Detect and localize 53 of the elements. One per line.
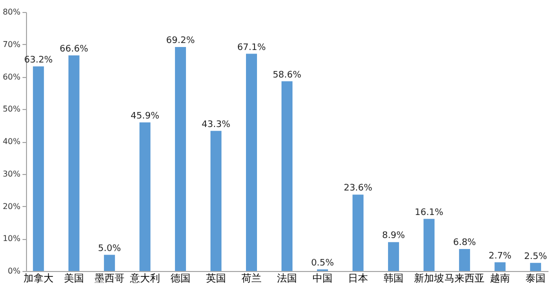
data-label: 16.1% xyxy=(414,208,444,218)
bar xyxy=(530,262,542,271)
bar xyxy=(246,54,257,271)
x-tick-label: 日本 xyxy=(348,272,368,284)
data-label: 23.6% xyxy=(344,184,373,194)
data-label: 58.6% xyxy=(272,70,302,80)
x-tick-label: 意大利 xyxy=(128,272,160,284)
bar xyxy=(210,130,222,271)
y-tick-label: 80% xyxy=(2,8,21,16)
data-label: 2.5% xyxy=(524,252,548,262)
data-label: 63.2% xyxy=(24,55,54,66)
x-tick-label: 新加坡 xyxy=(414,272,444,284)
bar xyxy=(174,46,186,271)
y-tick-label: 20% xyxy=(2,202,21,211)
data-label: 67.1% xyxy=(237,42,266,53)
bar xyxy=(388,242,400,271)
y-tick-label: 10% xyxy=(2,234,21,244)
bar xyxy=(282,81,292,271)
y-tick-label: 30% xyxy=(2,169,21,178)
x-tick-label: 越南 xyxy=(490,272,510,284)
data-label: 45.9% xyxy=(130,111,160,122)
bar xyxy=(424,218,435,271)
bar xyxy=(104,254,115,271)
x-tick-label: 马来西亚 xyxy=(444,272,485,284)
bar xyxy=(494,262,506,271)
data-label: 43.3% xyxy=(202,120,231,130)
x-tick-label: 德国 xyxy=(170,274,190,284)
bar xyxy=(459,248,470,271)
data-label: 5.0% xyxy=(98,244,122,254)
y-tick-label: 50% xyxy=(2,104,21,114)
x-tick-label: 美国 xyxy=(64,272,84,284)
data-label: 8.9% xyxy=(382,231,406,242)
x-tick-label: 加拿大 xyxy=(23,272,54,284)
data-label: 0.5% xyxy=(311,258,334,268)
x-tick-label: 英国 xyxy=(206,272,226,284)
x-tick-label: 墨西哥 xyxy=(94,274,124,284)
y-tick-label: 40% xyxy=(2,137,21,146)
bar xyxy=(32,66,44,271)
data-label: 66.6% xyxy=(60,44,89,54)
y-tick-label: 70% xyxy=(2,40,21,49)
data-label: 69.2% xyxy=(166,36,196,46)
x-tick-label: 荷兰 xyxy=(241,272,262,284)
data-label: 2.7% xyxy=(488,251,512,262)
bar xyxy=(139,122,150,271)
y-tick-label: 0% xyxy=(8,266,21,276)
bar xyxy=(68,55,80,271)
bar xyxy=(352,194,364,271)
x-tick-label: 中国 xyxy=(312,272,333,284)
x-tick-label: 泰国 xyxy=(526,274,546,284)
data-label: 6.8% xyxy=(453,238,476,248)
x-tick-label: 韩国 xyxy=(384,272,404,284)
x-tick-label: 法国 xyxy=(277,272,297,284)
y-tick-label: 60% xyxy=(2,72,21,82)
